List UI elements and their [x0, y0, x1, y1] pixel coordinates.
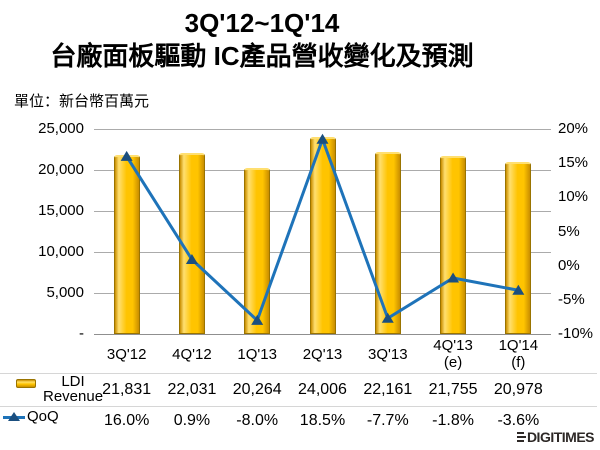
gridline	[94, 129, 551, 130]
y-axis-tick-left: 5,000	[46, 284, 84, 301]
qoq-marker-icon	[185, 254, 198, 265]
qoq-marker-icon	[512, 284, 525, 295]
digitimes-stripes-icon	[516, 432, 526, 442]
revenue-bar	[374, 152, 401, 334]
x-axis-line	[94, 334, 551, 335]
table-cell-qoq: -1.8%	[432, 412, 474, 429]
table-cell-qoq: 0.9%	[173, 412, 211, 429]
table-cell-revenue: 22,161	[363, 381, 413, 398]
y-axis-tick-left: 10,000	[38, 243, 84, 260]
x-axis-category-label: 3Q'12	[106, 345, 147, 363]
y-axis-tick-right: 0%	[558, 256, 580, 274]
revenue-bar	[113, 154, 140, 334]
table-cell-revenue: 24,006	[298, 381, 347, 398]
y-axis-tick-left: 15,000	[38, 202, 84, 219]
qoq-line-swatch-icon	[3, 411, 25, 423]
qoq-marker-icon	[251, 314, 264, 325]
table-separator-middle	[0, 406, 597, 407]
x-axis-category-label: 3Q'13	[368, 345, 408, 363]
digitimes-logo: DIGITIMES	[516, 429, 595, 445]
table-cell-revenue: 22,031	[167, 381, 217, 398]
unit-label: 單位：新台幣百萬元	[14, 93, 150, 110]
y-axis-tick-right: -5%	[558, 290, 585, 308]
qoq-marker-icon	[381, 312, 394, 323]
y-axis-tick-right: 20%	[558, 120, 589, 137]
table-cell-qoq: -3.6%	[497, 412, 540, 429]
legend-ldi-revenue: LDI Revenue	[0, 374, 103, 404]
y-axis-tick-right: 15%	[558, 154, 589, 172]
legend-qoq-label: QoQ	[27, 408, 59, 425]
y-axis-tick-left: -	[79, 325, 84, 342]
x-axis-category-label: 1Q'13	[237, 345, 277, 363]
chart-title-line2: 台廠面板驅動 IC產品營收變化及預測	[50, 41, 474, 71]
revenue-bar	[505, 161, 532, 334]
x-axis-category-label: 4Q'13 (e)	[433, 337, 473, 371]
y-axis-tick-right: 5%	[558, 222, 580, 240]
table-separator-top	[0, 373, 597, 374]
qoq-marker-icon	[316, 133, 329, 144]
y-axis-tick-left: 25,000	[38, 120, 84, 137]
legend-ldi-revenue-label: LDI Revenue	[43, 373, 104, 405]
ldi-revenue-bar-swatch-icon	[16, 379, 36, 388]
table-cell-revenue: 21,755	[428, 381, 478, 398]
table-cell-revenue: 20,264	[232, 381, 282, 398]
x-axis-category-label: 4Q'12	[172, 345, 212, 363]
x-axis-category-label: 1Q'14 (f)	[498, 337, 539, 371]
chart-title-line1: 3Q'12~1Q'14	[184, 8, 340, 38]
qoq-line	[125, 134, 519, 323]
table-cell-revenue: 20,978	[493, 381, 543, 398]
table-cell-qoq: 16.0%	[103, 412, 150, 429]
x-axis-category-label: 2Q'13	[302, 345, 343, 363]
y-axis-tick-right: -10%	[558, 325, 594, 342]
revenue-bar	[244, 167, 271, 334]
revenue-bar	[309, 137, 336, 334]
y-axis-tick-right: 10%	[558, 188, 589, 206]
table-cell-revenue: 21,831	[102, 381, 152, 398]
y-axis-tick-left: 20,000	[38, 161, 84, 178]
legend-qoq: QoQ	[3, 409, 59, 424]
qoq-marker-icon	[120, 150, 133, 161]
table-cell-qoq: -7.7%	[366, 412, 409, 429]
digitimes-logo-text: DIGITIMES	[526, 429, 595, 445]
revenue-bar	[440, 155, 467, 334]
table-cell-qoq: -8.0%	[236, 412, 279, 429]
qoq-marker-icon	[447, 272, 460, 283]
table-cell-qoq: 18.5%	[299, 412, 346, 429]
qoq-line-series	[120, 133, 525, 325]
